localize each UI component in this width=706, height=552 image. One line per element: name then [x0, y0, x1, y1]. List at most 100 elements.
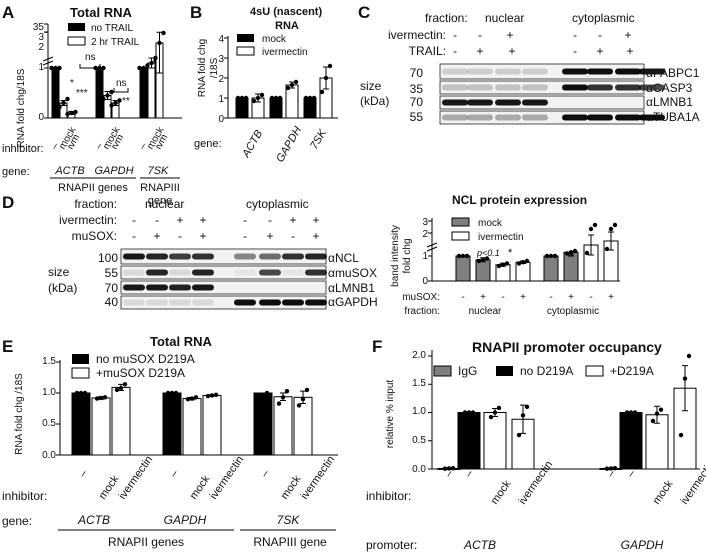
panel-b-point-4-0 [303, 95, 309, 101]
panel-b-point-4-2 [311, 95, 317, 101]
panel-a-ytick-0: 0 [38, 112, 44, 123]
panel-f-legend-swatch-2 [585, 365, 604, 377]
panel-f-legend-swatch-0 [433, 365, 452, 377]
panel-d-band-0-2 [169, 253, 191, 260]
panel-b-point-5-0 [319, 89, 325, 95]
panel-e-legend-swatch-1 [71, 367, 90, 379]
panel-d-ivm-sign-6: + [289, 213, 296, 227]
panel-b-point-1-0 [251, 98, 257, 104]
panel-d-musox-label: muSOX: [72, 229, 117, 243]
panel-a-point-4-1 [105, 93, 110, 98]
panel-f-promoter-label: promoter: [366, 538, 417, 552]
panel-c-blot [439, 63, 665, 125]
panel-e-point-0-1 [78, 390, 84, 396]
panel-f-title: RNAPII promoter occupancy [472, 339, 662, 355]
panel-e-point-5-1 [209, 393, 215, 398]
panel-d-point-2-0 [496, 263, 502, 269]
panel-f-point-3-1 [520, 413, 526, 418]
panel-a-point-4-2 [109, 89, 114, 95]
panel-a-point-8-0 [153, 55, 158, 61]
panel-c-ivm-sign-4: - [598, 28, 602, 42]
panel-e-bar-5 [202, 394, 222, 456]
panel-f-ytick-0: 0.0 [412, 464, 426, 475]
panel-a-point-3-2 [101, 65, 106, 71]
panel-d-band-1-4 [234, 269, 256, 276]
panel-a-annot-ns-2: ns [116, 78, 127, 89]
panel-c-ab-3: αTUBA1A [646, 110, 700, 124]
panel-a-ytick-3: 3 [38, 32, 44, 43]
panel-e-point-6-0 [256, 398, 262, 404]
panel-f-errbar-7 [682, 365, 688, 412]
panel-a-sig-brackets [79, 64, 129, 93]
panel-d-bar-5 [563, 251, 579, 282]
panel-b-letter: B [190, 3, 202, 22]
panel-d-point-3-1 [520, 260, 526, 265]
panel-c-band-1-1 [467, 84, 493, 91]
panel-d-sign-labels: - - + + - - + + - + - + - + - + [132, 213, 320, 243]
panel-b-point-3-2 [293, 79, 299, 85]
panel-b-point-0-2 [243, 95, 249, 101]
panel-d-band-0-5 [259, 253, 281, 260]
panel-d-letter: D [2, 193, 14, 212]
panel-e-ytick-1: 0.5 [42, 418, 56, 429]
panel-a-group-gene: gene [148, 195, 172, 207]
panel-d-musox-sign-1: + [153, 229, 160, 243]
panel-f-point-3-0 [516, 432, 522, 438]
panel-e-gene-7sk: 7SK [277, 513, 301, 527]
panel-f-point-2-1 [492, 410, 498, 415]
panel-d-point-3-0 [516, 261, 522, 266]
panel-a-point-8-2 [161, 30, 166, 36]
panel-f-point-5-1 [628, 410, 634, 415]
panel-d-x-musox-2: - [501, 292, 504, 303]
panel-e-ytick-0: 0.0 [42, 450, 56, 461]
panel-d-band-2-3 [192, 284, 214, 291]
panel-f-point-1-0 [462, 410, 468, 415]
panel-a-point-5-1 [113, 100, 118, 106]
panel-f-legend-2: +D219A [610, 364, 654, 378]
panel-f-point-7-1 [682, 376, 688, 381]
panel-d-ytick-2: 2 [422, 229, 428, 240]
panel-c-ab-2: αLMNB1 [646, 95, 693, 109]
panel-f-point-7-2 [686, 353, 692, 359]
panel-e-point-2-0 [114, 387, 120, 393]
panel-e-point-7-0 [276, 401, 282, 406]
panel-b-point-2-1 [273, 95, 279, 101]
panel-a-annot-ns-1: ns [85, 52, 96, 63]
panel-c-band-2-2 [495, 99, 521, 106]
panel-d-ytick-0: 0 [422, 276, 428, 287]
panel-d-musox-sign-0: - [132, 229, 136, 243]
panel-e-inhibitor-1: mock [97, 473, 122, 502]
panel-e-inhibitor-3: – [168, 467, 182, 480]
panel-d-bar-0 [455, 255, 471, 282]
panel-d-x-musox-5: + [568, 292, 574, 303]
panel-d-band-2-2 [169, 284, 191, 291]
panel-a-point-1-1 [61, 100, 66, 106]
panel-d-band-1-0 [123, 269, 145, 276]
panel-c-ivm-sign-1: - [478, 28, 482, 42]
panel-e-point-2-2 [122, 382, 128, 387]
panel-d-blot [120, 248, 327, 310]
panel-d-point-0-2 [464, 253, 470, 259]
panel-b-point-5-2 [327, 63, 333, 69]
panel-a-gene-7sk: 7SK [148, 165, 169, 177]
panel-e-point-6-1 [260, 394, 266, 399]
panel-d-ivm-sign-5: - [268, 213, 272, 227]
panel-d-legend-0: mock [478, 218, 503, 229]
panel-e-bar-4 [182, 398, 202, 456]
panel-d-point-1-2 [484, 256, 490, 261]
panel-b-point-3-1 [289, 82, 295, 88]
panel-f-point-2-0 [488, 414, 494, 420]
panel-d-x-musox-3: + [520, 292, 526, 303]
panel-d-x-sign-labels: - + - + - + - + [461, 292, 614, 303]
panel-c-marker-3: 55 [410, 110, 424, 124]
panel-b-point-5-1 [323, 75, 329, 81]
panel-a-bars [49, 30, 166, 119]
panel-d-ytick-1: 1 [422, 251, 428, 262]
panel-d-band-1-7 [305, 269, 327, 276]
panel-f-errbar-3 [520, 404, 526, 434]
panel-c-band-0-1 [467, 68, 493, 75]
panel-f-point-5-0 [624, 410, 630, 415]
panel-d-point-7-0 [604, 246, 610, 252]
